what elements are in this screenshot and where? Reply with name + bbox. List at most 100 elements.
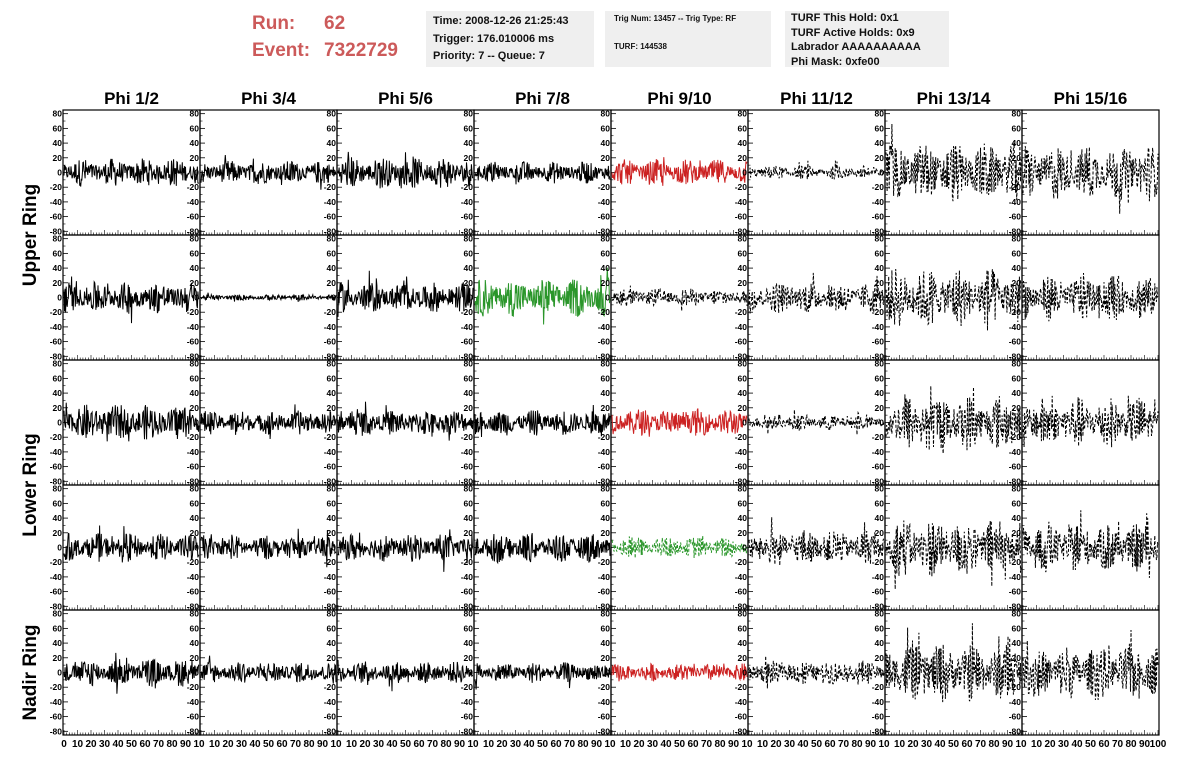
- x-tick-label: 80: [714, 739, 726, 750]
- y-tick-label: 40: [190, 263, 200, 273]
- y-tick-label: -60: [735, 462, 748, 472]
- y-tick-label: 80: [738, 609, 748, 619]
- x-tick-label: 60: [550, 739, 562, 750]
- y-tick-label: -80: [187, 476, 200, 486]
- y-tick-label: -80: [461, 476, 474, 486]
- y-tick-label: -80: [50, 226, 63, 236]
- y-tick-label: -60: [1009, 337, 1022, 347]
- y-tick-label: 80: [738, 484, 748, 494]
- y-tick-label: 40: [875, 138, 885, 148]
- y-tick-label: 80: [190, 234, 200, 244]
- y-tick-label: 40: [464, 263, 474, 273]
- y-tick-label: 40: [464, 513, 474, 523]
- y-tick-label: -60: [872, 337, 885, 347]
- y-tick-label: 0: [742, 293, 747, 303]
- x-tick-label: 20: [907, 739, 919, 750]
- y-tick-label: 20: [53, 153, 63, 163]
- y-tick-label: 40: [601, 263, 611, 273]
- y-tick-label: 60: [190, 123, 200, 133]
- y-tick-label: 40: [190, 638, 200, 648]
- y-tick-label: -20: [187, 682, 200, 692]
- x-tick-label: 10: [894, 739, 906, 750]
- y-tick-label: 0: [605, 418, 610, 428]
- y-tick-label: -80: [735, 726, 748, 736]
- y-tick-label: 0: [468, 418, 473, 428]
- y-tick-label: 40: [327, 263, 337, 273]
- y-tick-label: 60: [327, 498, 337, 508]
- x-tick-label: 70: [838, 739, 850, 750]
- y-tick-label: 60: [738, 123, 748, 133]
- waveform-trace: [885, 123, 1022, 202]
- x-tick-label: 50: [948, 739, 960, 750]
- y-tick-label: 0: [742, 168, 747, 178]
- y-tick-label: 60: [1012, 498, 1022, 508]
- y-tick-label: 20: [190, 278, 200, 288]
- y-tick-label: -20: [1009, 432, 1022, 442]
- run-line: Run: 62: [252, 10, 398, 37]
- y-tick-label: -80: [872, 726, 885, 736]
- y-tick-label: -60: [324, 337, 337, 347]
- y-tick-label: 80: [738, 109, 748, 119]
- y-tick-label: -40: [598, 197, 611, 207]
- y-tick-label: 60: [875, 498, 885, 508]
- y-tick-label: 80: [1012, 484, 1022, 494]
- y-tick-label: 20: [327, 278, 337, 288]
- y-tick-label: 40: [190, 513, 200, 523]
- y-tick-label: -40: [50, 322, 63, 332]
- y-tick-label: -80: [50, 601, 63, 611]
- y-tick-label: 60: [190, 248, 200, 258]
- y-tick-label: 40: [327, 638, 337, 648]
- waveform-trace: [611, 408, 748, 437]
- y-tick-label: -80: [735, 351, 748, 361]
- y-tick-label: 20: [1012, 528, 1022, 538]
- y-tick-label: -40: [1009, 572, 1022, 582]
- y-tick-label: 80: [327, 359, 337, 369]
- y-tick-label: 60: [53, 373, 63, 383]
- y-tick-label: -20: [461, 182, 474, 192]
- y-tick-label: -20: [187, 182, 200, 192]
- y-tick-label: 0: [742, 668, 747, 678]
- x-tick-label: 70: [153, 739, 165, 750]
- y-tick-label: -60: [735, 337, 748, 347]
- y-tick-label: -20: [598, 682, 611, 692]
- y-tick-label: 80: [190, 109, 200, 119]
- y-tick-label: 80: [53, 234, 63, 244]
- x-tick-label: 10: [483, 739, 495, 750]
- y-tick-label: -80: [735, 601, 748, 611]
- y-tick-label: 0: [194, 543, 199, 553]
- y-tick-label: 0: [194, 418, 199, 428]
- x-tick-label: 50: [1085, 739, 1097, 750]
- y-tick-label: -40: [735, 447, 748, 457]
- y-tick-label: -40: [598, 447, 611, 457]
- y-tick-label: -60: [461, 712, 474, 722]
- y-tick-label: -20: [598, 432, 611, 442]
- y-tick-label: -60: [1009, 712, 1022, 722]
- phi-mask-text: Phi Mask: 0xfe00: [791, 55, 880, 68]
- y-tick-label: 40: [1012, 388, 1022, 398]
- y-tick-label: -40: [461, 572, 474, 582]
- x-tick-label: 10: [1031, 739, 1043, 750]
- run-label: Run:: [252, 13, 296, 34]
- waveform-trace: [885, 268, 1022, 331]
- y-tick-label: 40: [53, 513, 63, 523]
- x-tick-label: 10: [1015, 739, 1027, 750]
- y-tick-label: 80: [875, 234, 885, 244]
- y-tick-label: -80: [324, 226, 337, 236]
- column-title: Phi 15/16: [1054, 89, 1128, 108]
- y-tick-label: 80: [464, 609, 474, 619]
- panel-frame: [1021, 609, 1160, 736]
- x-tick-label: 80: [440, 739, 452, 750]
- y-tick-label: 40: [53, 388, 63, 398]
- y-tick-label: -80: [735, 226, 748, 236]
- y-tick-label: -40: [324, 447, 337, 457]
- x-tick-label: 80: [166, 739, 178, 750]
- y-tick-label: 60: [738, 248, 748, 258]
- y-tick-label: 0: [57, 168, 62, 178]
- waveform-trace: [63, 525, 200, 563]
- y-tick-label: -40: [187, 322, 200, 332]
- y-tick-label: -20: [735, 182, 748, 192]
- x-tick-label: 20: [496, 739, 508, 750]
- y-tick-label: 80: [464, 234, 474, 244]
- x-tick-label: 50: [400, 739, 412, 750]
